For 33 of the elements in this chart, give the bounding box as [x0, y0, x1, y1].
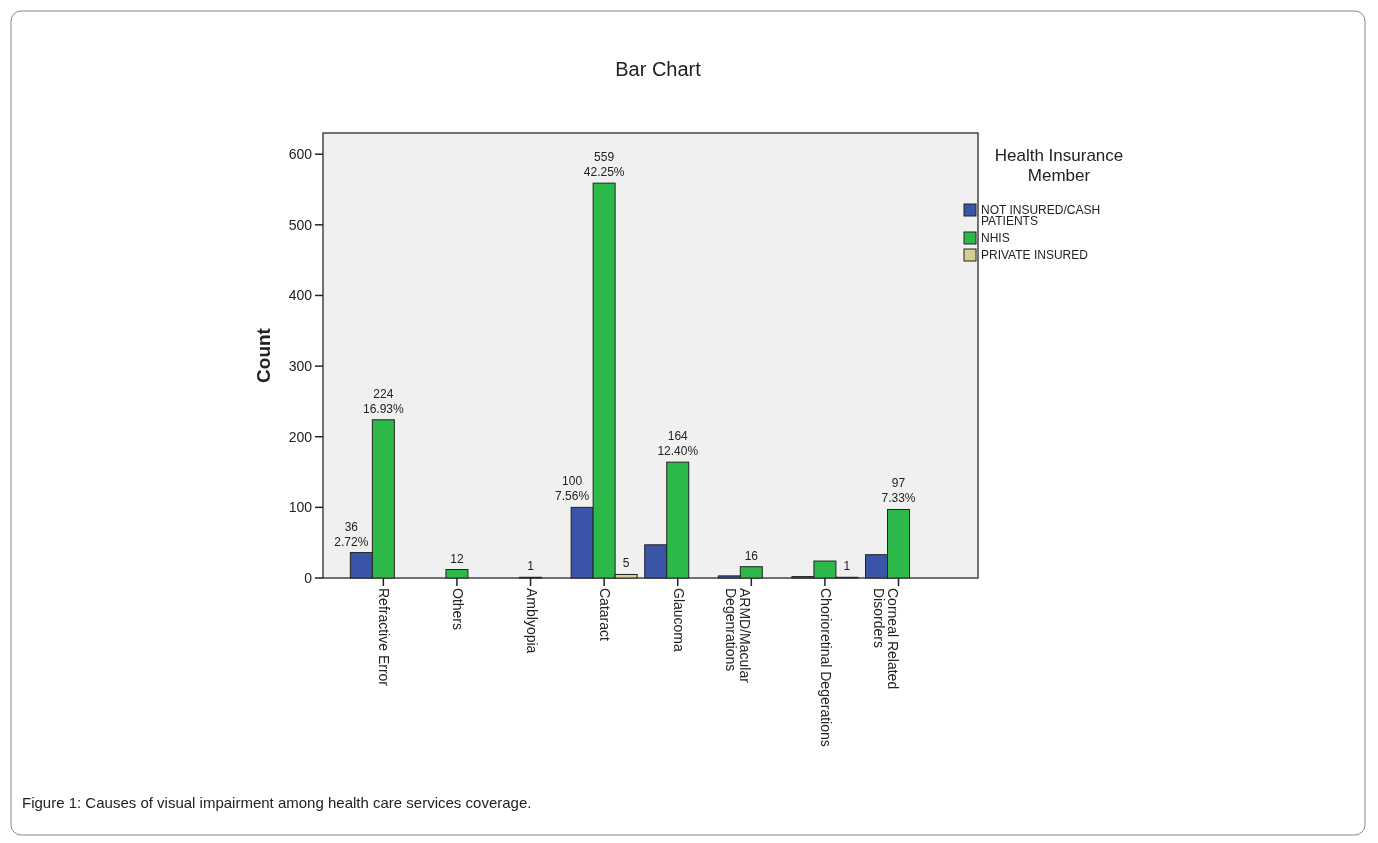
data-label: 100 7.56%: [555, 474, 590, 504]
legend-title: Health Insurance Member: [994, 146, 1124, 185]
x-tick-label: Chorioretinal Degerations: [818, 588, 835, 747]
data-label: 16: [744, 548, 759, 563]
x-tick-label: ARMD/Macular Degenrations: [723, 588, 754, 684]
x-tick-label: Refractive Error: [376, 588, 393, 687]
x-tick-label: Others: [450, 588, 467, 631]
x-tick-label: Corneal Related Disorders: [870, 588, 901, 690]
data-label: 164 12.40%: [657, 429, 699, 459]
y-tick-label: 600: [288, 146, 313, 163]
y-axis-title: Count: [253, 327, 274, 383]
data-label: 36 2.72%: [334, 519, 369, 549]
legend-label: NHIS: [981, 231, 1010, 245]
data-label: 559 42.25%: [583, 150, 625, 180]
data-label: 224 16.93%: [363, 386, 405, 416]
legend-label: NOT INSURED/CASH PATIENTS: [981, 203, 1101, 228]
data-label: 12: [450, 551, 464, 566]
y-tick-label: 200: [288, 428, 313, 445]
x-tick-label: Amblyopia: [523, 588, 540, 654]
y-tick-label: 0: [304, 570, 313, 586]
caption: Figure 1: Causes of visual impairment among health care services coverage.: [22, 794, 532, 811]
data-label: 97 7.33%: [881, 476, 916, 506]
data-label: 1: [843, 559, 851, 574]
x-tick-label: Glaucoma: [671, 588, 688, 653]
y-tick-label: 500: [288, 216, 313, 233]
y-tick-label: 300: [288, 358, 313, 375]
data-label: 5: [622, 556, 630, 571]
data-label: 1: [527, 559, 535, 574]
chart-title: Bar Chart: [615, 58, 702, 80]
y-tick-label: 100: [288, 499, 313, 516]
y-tick-label: 400: [288, 287, 313, 304]
x-tick-label: Cataract: [597, 588, 614, 642]
legend-label: PRIVATE INSURED: [981, 248, 1089, 262]
